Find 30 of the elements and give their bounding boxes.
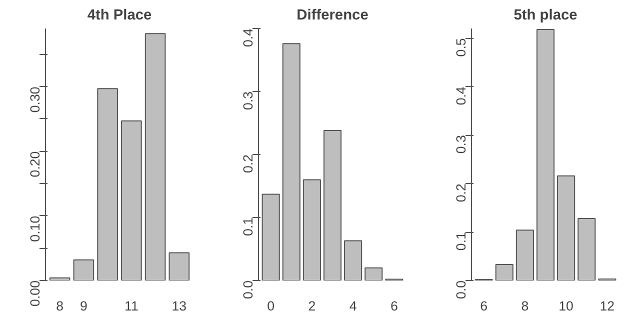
x-tick-label: 9 xyxy=(80,298,88,314)
x-tick-label: 6 xyxy=(480,298,488,314)
chart-title: Difference xyxy=(296,8,368,24)
y-tick-label: 0.1 xyxy=(454,232,468,251)
y-tick-label: 0.10 xyxy=(28,216,42,242)
chart-title: 4th Place xyxy=(87,8,152,24)
y-tick-label: 0.2 xyxy=(240,154,256,174)
y-tick-label: 0.5 xyxy=(454,38,468,57)
y-tick-label: 0.0 xyxy=(240,280,256,300)
x-tick-label: 13 xyxy=(172,298,187,314)
x-tick-label: 8 xyxy=(56,298,64,314)
y-tick-label: 0.2 xyxy=(454,184,468,202)
y-tick-label: 0.0 xyxy=(454,280,468,300)
x-tick-label: 10 xyxy=(558,298,574,314)
x-tick-label: 8 xyxy=(521,298,529,314)
y-tick-label: 0.4 xyxy=(240,28,256,48)
y-tick-label: 0.30 xyxy=(28,86,42,113)
x-tick-label: 4 xyxy=(349,298,358,314)
x-tick-label: 6 xyxy=(390,298,398,314)
y-tick-label: 0.1 xyxy=(240,217,256,236)
x-tick-label: 11 xyxy=(124,298,138,314)
y-tick-label: 0.20 xyxy=(28,151,42,178)
x-tick-label: 12 xyxy=(600,298,615,314)
chart-title: 5th place xyxy=(514,8,578,24)
x-tick-label: 2 xyxy=(308,298,316,314)
y-tick-label: 0.3 xyxy=(454,135,468,154)
y-tick-label: 0.00 xyxy=(28,280,42,306)
x-tick-label: 0 xyxy=(267,298,275,314)
y-tick-label: 0.3 xyxy=(240,91,256,110)
y-tick-label: 0.4 xyxy=(454,86,468,106)
